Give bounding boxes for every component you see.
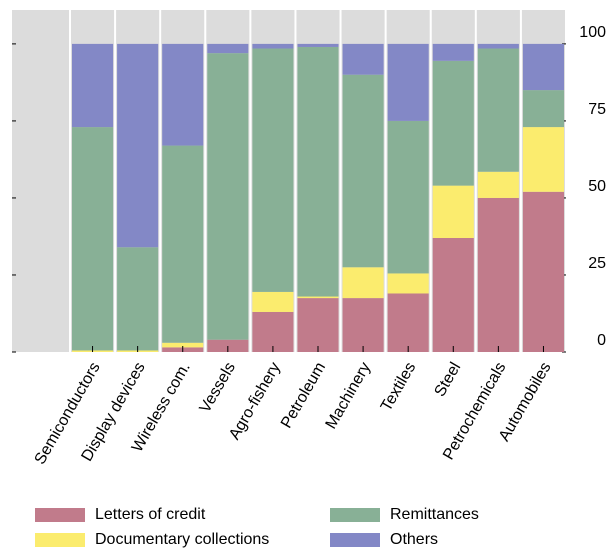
bar-segment — [162, 145, 204, 343]
bar-segment — [522, 191, 564, 352]
bar-segment — [207, 43, 249, 54]
bar-segment — [297, 296, 339, 299]
bar-segment — [342, 298, 384, 352]
y-tick-label: 25 — [588, 255, 606, 272]
y-tick-label: 100 — [579, 24, 606, 41]
bar-segment — [432, 60, 474, 186]
legend-swatch — [330, 508, 380, 522]
bar-segment — [207, 53, 249, 340]
y-tick-label: 50 — [588, 178, 606, 195]
bar-segment — [297, 43, 339, 47]
bar-segment — [162, 342, 204, 348]
bar-segment — [522, 90, 564, 128]
y-tick-label: 75 — [588, 101, 606, 118]
bar-segment — [72, 127, 114, 351]
legend-label: Remittances — [390, 506, 479, 523]
x-tick-label: Textiles — [378, 360, 419, 415]
x-tick-label: Vessels — [197, 360, 239, 416]
x-tick-label: Machinery — [323, 360, 375, 432]
bar-segment — [387, 273, 429, 294]
bar-segment — [477, 48, 519, 172]
bar-segment — [252, 291, 294, 312]
bar-segment — [477, 43, 519, 49]
legend-swatch — [35, 533, 85, 547]
bar-segment — [522, 127, 564, 192]
bar-segment — [342, 267, 384, 299]
bar-segment — [252, 43, 294, 49]
bar-segment — [387, 293, 429, 352]
legend-swatch — [35, 508, 85, 522]
legend-label: Others — [390, 531, 438, 548]
bar-segment — [387, 120, 429, 274]
bar-segment — [72, 43, 114, 128]
bar-segment — [207, 339, 249, 352]
bar-segment — [342, 74, 384, 268]
bar-segment — [477, 171, 519, 198]
bar-segment — [252, 311, 294, 352]
bar-segment — [297, 298, 339, 352]
bar-segment — [297, 46, 339, 297]
bar-segment — [252, 48, 294, 292]
x-tick-label: Steel — [431, 360, 464, 400]
bar-segment — [477, 197, 519, 352]
bar-segment — [117, 43, 159, 248]
bar-segment — [117, 247, 159, 351]
legend-label: Letters of credit — [95, 506, 206, 523]
y-tick-label: 0 — [597, 332, 606, 349]
legend-swatch — [330, 533, 380, 547]
bar-segment — [432, 43, 474, 61]
bar-segment — [342, 43, 384, 75]
bar-segment — [432, 185, 474, 238]
bar-segment — [522, 43, 564, 91]
bar-segment — [432, 238, 474, 352]
legend-label: Documentary collections — [95, 531, 269, 548]
bar-segment — [387, 43, 429, 121]
bar-segment — [162, 43, 204, 146]
x-tick-label: Petroleum — [278, 360, 329, 432]
